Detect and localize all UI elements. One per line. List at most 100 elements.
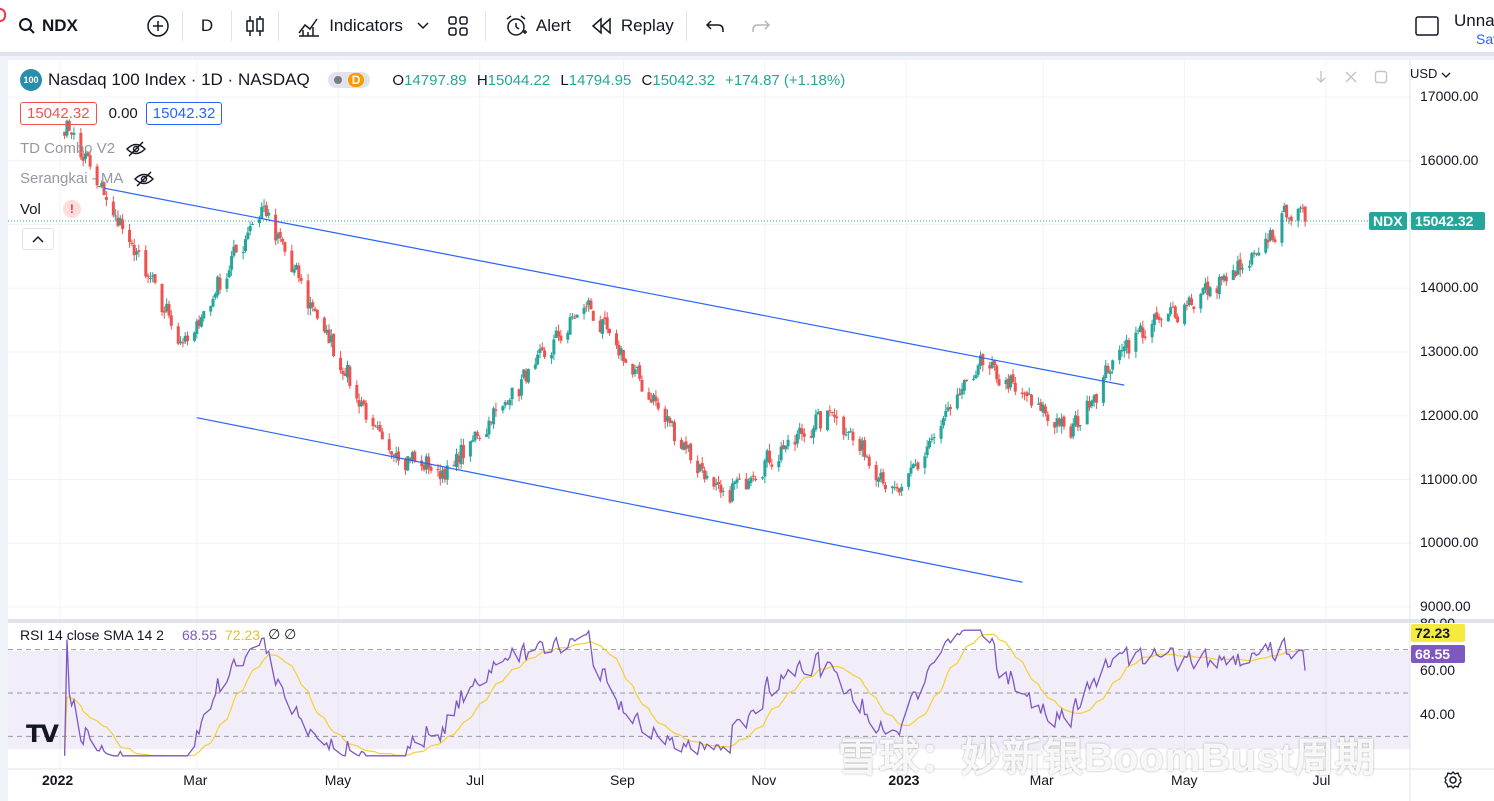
candle-body xyxy=(274,214,278,241)
indicator-serangkai-label: Serangkai - MA xyxy=(20,170,124,187)
indicators-button[interactable]: Indicators xyxy=(281,6,413,46)
candle-body xyxy=(698,464,702,472)
candle-body xyxy=(589,300,593,310)
indicator-serangkai-ma[interactable]: Serangkai - MA xyxy=(20,170,155,187)
bid-box[interactable]: 15042.32 xyxy=(20,102,97,125)
candle-body xyxy=(1234,271,1238,277)
bid-ask-row: 15042.32 0.00 15042.32 xyxy=(20,102,223,125)
chart-canvas[interactable] xyxy=(8,60,1494,801)
rsi-legend[interactable]: RSI 14 close SMA 14 2 68.55 72.23 ∅ ∅ xyxy=(20,626,296,643)
alert-button[interactable]: Alert xyxy=(488,6,581,46)
trendline[interactable] xyxy=(196,417,1023,583)
eye-hidden-icon[interactable] xyxy=(133,171,155,187)
candle-body xyxy=(584,306,588,308)
candle-body xyxy=(619,348,623,355)
symbol-search-button[interactable]: NDX xyxy=(0,6,88,46)
layout-name-label: Unna xyxy=(1454,11,1494,30)
candle-body xyxy=(1183,304,1187,324)
candle-body xyxy=(647,392,651,400)
candle-body xyxy=(281,238,285,242)
tradingview-logo[interactable]: TV xyxy=(26,720,59,748)
candle-body xyxy=(1004,379,1008,385)
candle-body xyxy=(478,437,482,439)
candle-body xyxy=(359,401,363,407)
candle-body xyxy=(867,456,871,467)
currency-label: USD xyxy=(1410,66,1438,81)
collapse-legend-button[interactable] xyxy=(22,228,54,250)
chart-area[interactable]: 100 Nasdaq 100 Index · 1D · NASDAQ D O14… xyxy=(8,60,1494,801)
candle-body xyxy=(151,275,155,277)
candle-body xyxy=(1203,283,1207,290)
candle-body xyxy=(540,347,544,350)
candle-body xyxy=(728,490,732,503)
candle-body xyxy=(819,411,823,429)
redo-button[interactable] xyxy=(735,6,781,46)
candle-body xyxy=(573,317,577,319)
candle-body xyxy=(587,300,591,306)
templates-button[interactable] xyxy=(433,6,483,46)
candle-body xyxy=(1076,416,1080,428)
candle-body xyxy=(262,205,266,207)
candle-body xyxy=(768,450,772,463)
candle-body xyxy=(371,417,375,427)
time-tick-label: May xyxy=(324,772,352,788)
candle-body xyxy=(473,431,477,441)
candle-body xyxy=(501,406,505,411)
compare-button[interactable] xyxy=(136,6,180,46)
price-tick-label: 16000.00 xyxy=(1420,151,1479,168)
warning-icon[interactable]: ! xyxy=(62,200,81,218)
indicators-dropdown-button[interactable] xyxy=(413,6,433,46)
candle-body xyxy=(1238,259,1242,271)
candle-body xyxy=(264,205,268,217)
arrow-down-icon[interactable] xyxy=(1314,70,1328,84)
candle-body xyxy=(1250,253,1254,265)
candle-body xyxy=(1159,319,1163,321)
rsi-value: 68.55 xyxy=(181,626,218,643)
plus-circle-icon xyxy=(147,15,169,37)
candle-body xyxy=(656,402,660,409)
undo-button[interactable] xyxy=(689,6,735,46)
candle-body xyxy=(543,350,547,358)
candle-body xyxy=(1231,270,1235,280)
candle-body xyxy=(225,278,229,289)
settings-button[interactable] xyxy=(1443,770,1463,795)
interval-button[interactable]: D xyxy=(185,6,229,46)
rsi-extra: ∅ ∅ xyxy=(268,626,297,642)
candle-body xyxy=(928,440,932,448)
candle-body xyxy=(972,378,976,380)
indicator-td-combo[interactable]: TD Combo V2 xyxy=(20,140,147,157)
ask-box[interactable]: 15042.32 xyxy=(145,102,223,125)
replay-button[interactable]: Replay xyxy=(581,6,684,46)
candle-body xyxy=(1224,276,1228,282)
price-tick-label: 13000.00 xyxy=(1420,343,1479,359)
candle-body xyxy=(825,410,829,431)
square-icon xyxy=(1415,16,1439,36)
trendlines[interactable] xyxy=(103,187,1125,583)
symbol-legend[interactable]: 100 Nasdaq 100 Index · 1D · NASDAQ D O14… xyxy=(20,69,845,91)
eye-hidden-icon[interactable] xyxy=(125,141,147,157)
trendline[interactable] xyxy=(103,187,1125,386)
candle-body xyxy=(960,389,964,395)
candles-icon xyxy=(246,16,264,36)
chart-type-button[interactable] xyxy=(234,6,276,46)
maximize-icon[interactable] xyxy=(1374,70,1388,84)
candle-body xyxy=(380,431,384,440)
candle-body xyxy=(1141,327,1145,338)
candle-body xyxy=(988,365,992,369)
candle-body xyxy=(1006,378,1010,389)
indicator-vol[interactable]: Vol ! xyxy=(20,200,81,218)
layout-button[interactable] xyxy=(1404,6,1450,46)
candle-body xyxy=(976,365,980,375)
layout-name[interactable]: Unna Sav xyxy=(1454,12,1494,48)
candle-body xyxy=(1150,323,1154,338)
currency-selector[interactable]: USD xyxy=(1410,66,1451,81)
close-icon[interactable] xyxy=(1344,70,1358,84)
candle-body xyxy=(1046,414,1050,421)
candle-body xyxy=(457,455,461,463)
candle-body xyxy=(1143,336,1147,338)
candle-body xyxy=(218,277,222,290)
candle-body xyxy=(260,207,264,219)
candle-body xyxy=(1085,400,1089,425)
candle-body xyxy=(979,355,983,366)
candle-body xyxy=(357,399,361,407)
